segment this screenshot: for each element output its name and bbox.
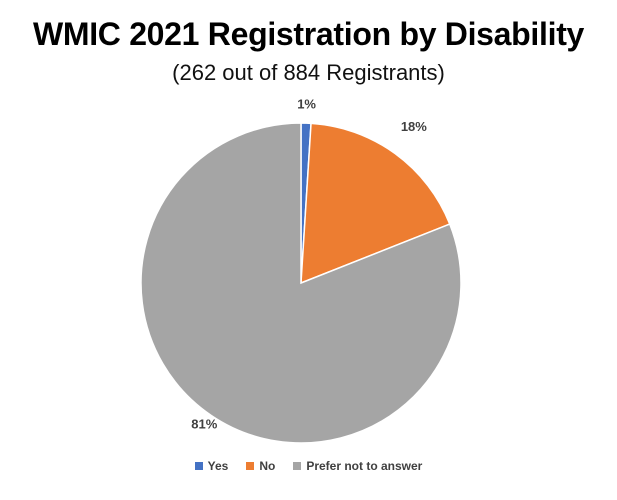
legend-swatch-no (246, 462, 255, 470)
legend-swatch-yes (194, 462, 203, 470)
legend-swatch-prefer-not (293, 462, 302, 470)
legend-item-no: No (246, 459, 275, 473)
data-label-no: 18% (401, 119, 427, 134)
legend-item-prefer-not: Prefer not to answer (293, 459, 422, 473)
data-label-prefer-not: 81% (191, 417, 217, 432)
slice-prefer-not (140, 122, 462, 444)
data-label-yes: 1% (297, 97, 316, 112)
legend-item-yes: Yes (194, 459, 229, 473)
chart-subtitle: (262 out of 884 Registrants) (172, 60, 445, 85)
legend-label-prefer-not: Prefer not to answer (306, 459, 423, 473)
legend: Yes No Prefer not to answer (0, 459, 617, 473)
legend-label-yes: Yes (207, 459, 229, 473)
slice-no (300, 122, 451, 285)
chart-title: WMIC 2021 Registration by Disability (32, 16, 585, 52)
legend-label-no: No (259, 459, 276, 473)
